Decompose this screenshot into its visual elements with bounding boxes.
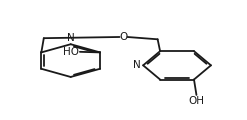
- Text: HO: HO: [63, 47, 79, 57]
- Text: N: N: [67, 33, 75, 43]
- Text: O: O: [119, 32, 128, 42]
- Text: OH: OH: [188, 96, 205, 106]
- Text: N: N: [133, 60, 141, 70]
